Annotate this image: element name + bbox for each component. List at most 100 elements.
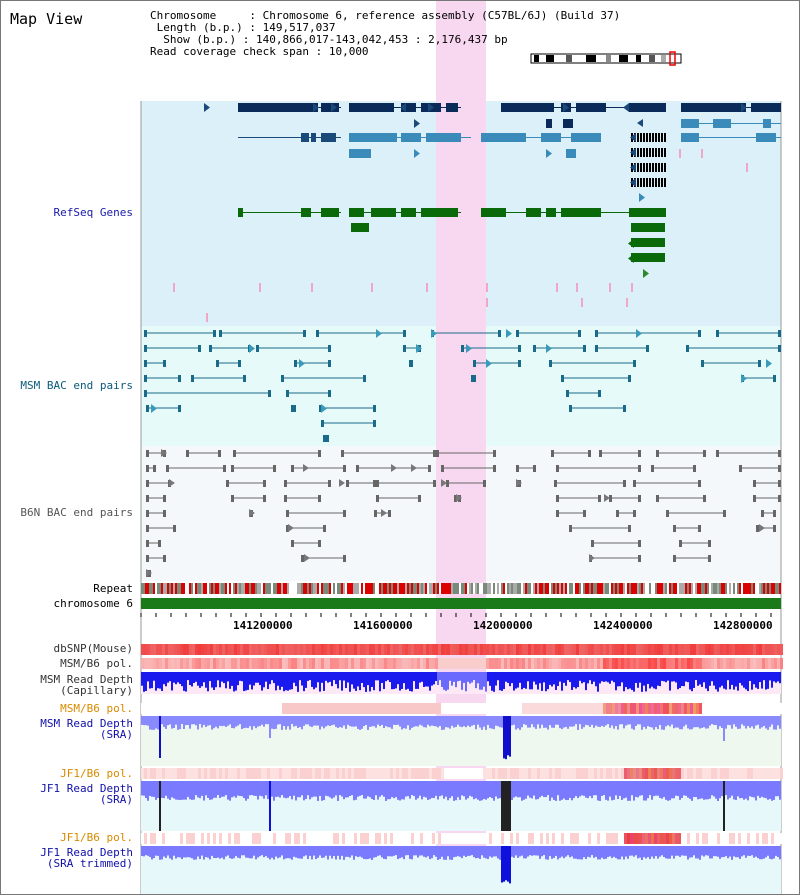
snp-density-cell bbox=[219, 644, 222, 655]
depth-bar bbox=[673, 716, 675, 729]
track-label-msm-b6-pol-2[interactable]: MSM/B6 pol. bbox=[60, 702, 133, 715]
gene-exon bbox=[652, 133, 654, 142]
polymorphism-cell bbox=[243, 768, 246, 779]
depth-bar bbox=[515, 781, 517, 797]
polymorphism-cell bbox=[669, 833, 672, 844]
depth-bar bbox=[227, 781, 229, 800]
bac-end bbox=[753, 480, 756, 487]
depth-bar bbox=[477, 781, 479, 800]
bac-end bbox=[209, 345, 212, 352]
track-label-msm-depth-capillary[interactable]: MSM Read Depth (Capillary) bbox=[40, 673, 133, 697]
snp-density-cell bbox=[447, 644, 450, 655]
polymorphism-cell bbox=[237, 703, 240, 714]
depth-bar bbox=[657, 846, 659, 859]
gene-arrow bbox=[628, 254, 634, 263]
repeat-element bbox=[763, 583, 765, 594]
repeat-element bbox=[667, 583, 669, 594]
snp-density-cell bbox=[489, 644, 492, 655]
snp-density-cell bbox=[516, 644, 519, 655]
depth-bar bbox=[191, 672, 193, 687]
polymorphism-cell bbox=[399, 768, 402, 779]
polymorphism-cell bbox=[393, 833, 396, 844]
polymorphism-cell bbox=[588, 833, 591, 844]
depth-bar bbox=[691, 781, 693, 801]
depth-bar bbox=[401, 781, 403, 800]
polymorphism-cell bbox=[351, 768, 354, 779]
depth-bar bbox=[381, 846, 383, 858]
depth-bar bbox=[613, 846, 615, 857]
repeat-element bbox=[379, 583, 381, 594]
depth-bar bbox=[753, 672, 755, 685]
polymorphism-cell bbox=[480, 703, 483, 714]
track-label-jf1-depth-trimmed[interactable]: JF1 Read Depth (SRA trimmed) bbox=[40, 846, 133, 870]
depth-bar bbox=[145, 716, 147, 726]
track-label-repeat[interactable]: Repeat bbox=[93, 582, 133, 595]
polymorphism-cell bbox=[195, 703, 198, 714]
depth-bar bbox=[699, 781, 701, 799]
depth-bar bbox=[421, 716, 423, 726]
depth-bar bbox=[679, 716, 681, 730]
depth-bar bbox=[489, 716, 491, 729]
repeat-element bbox=[477, 583, 479, 594]
track-label-msm-b6-pol[interactable]: MSM/B6 pol. bbox=[60, 657, 133, 670]
depth-bar bbox=[279, 846, 281, 858]
track-label-jf1-b6-pol[interactable]: JF1/B6 pol. bbox=[60, 767, 133, 780]
depth-bar bbox=[185, 672, 187, 692]
repeat-element bbox=[455, 583, 457, 594]
depth-bar bbox=[591, 781, 593, 799]
repeat-element bbox=[451, 583, 453, 594]
gene-arrow bbox=[441, 479, 447, 487]
depth-bar bbox=[499, 846, 501, 860]
depth-bar bbox=[661, 672, 663, 681]
depth-bar bbox=[205, 846, 207, 858]
track-label-msm-bac[interactable]: MSM BAC end pairs bbox=[20, 379, 133, 392]
polymorphism-cell bbox=[474, 658, 477, 669]
snp-density-cell bbox=[240, 644, 243, 655]
polymorphism-cell bbox=[564, 768, 567, 779]
polymorphism-cell bbox=[321, 833, 324, 844]
snp-density-cell bbox=[261, 644, 264, 655]
depth-bar bbox=[541, 846, 543, 857]
repeat-element bbox=[741, 583, 743, 594]
polymorphism-cell bbox=[483, 833, 486, 844]
depth-bar bbox=[439, 672, 441, 681]
track-label-jf1-b6-pol-2[interactable]: JF1/B6 pol. bbox=[60, 831, 133, 844]
snp-density-cell bbox=[234, 644, 237, 655]
polymorphism-cell bbox=[480, 768, 483, 779]
polymorphism-cell bbox=[750, 768, 753, 779]
depth-bar bbox=[769, 716, 771, 727]
depth-bar bbox=[377, 846, 379, 856]
snp-density-cell bbox=[300, 644, 303, 655]
depth-bar bbox=[747, 672, 749, 692]
depth-bar bbox=[417, 781, 419, 799]
snp-density-cell bbox=[660, 644, 663, 655]
snp-density-cell bbox=[231, 644, 234, 655]
gene-exon bbox=[571, 133, 601, 142]
depth-bar bbox=[345, 716, 347, 729]
depth-bar bbox=[579, 716, 581, 725]
depth-bar bbox=[447, 781, 449, 801]
track-label-dbsnp[interactable]: dbSNP(Mouse) bbox=[53, 642, 133, 655]
bac-end bbox=[323, 525, 326, 532]
polymorphism-cell bbox=[657, 658, 660, 669]
polymorphism-cell bbox=[684, 703, 687, 714]
depth-bar bbox=[571, 781, 573, 801]
depth-bar bbox=[533, 781, 535, 796]
repeat-element bbox=[389, 583, 391, 594]
depth-bar bbox=[295, 781, 297, 801]
depth-bar bbox=[549, 781, 551, 801]
depth-bar bbox=[547, 716, 549, 730]
track-label-refseq[interactable]: RefSeq Genes bbox=[53, 206, 133, 219]
repeat-element bbox=[409, 583, 411, 594]
track-label-jf1-depth-sra[interactable]: JF1 Read Depth (SRA) bbox=[40, 782, 133, 806]
depth-bar bbox=[493, 716, 495, 730]
track-label-b6n-bac[interactable]: B6N BAC end pairs bbox=[20, 506, 133, 519]
bac-end bbox=[698, 480, 701, 487]
track-label-chromosome[interactable]: chromosome 6 bbox=[53, 597, 133, 610]
snp-density-cell bbox=[729, 644, 732, 655]
bac-end bbox=[673, 555, 676, 562]
polymorphism-cell bbox=[441, 703, 444, 714]
polymorphism-cell bbox=[234, 658, 237, 669]
track-label-msm-depth-sra[interactable]: MSM Read Depth (SRA) bbox=[40, 717, 133, 741]
depth-bar bbox=[519, 781, 521, 798]
